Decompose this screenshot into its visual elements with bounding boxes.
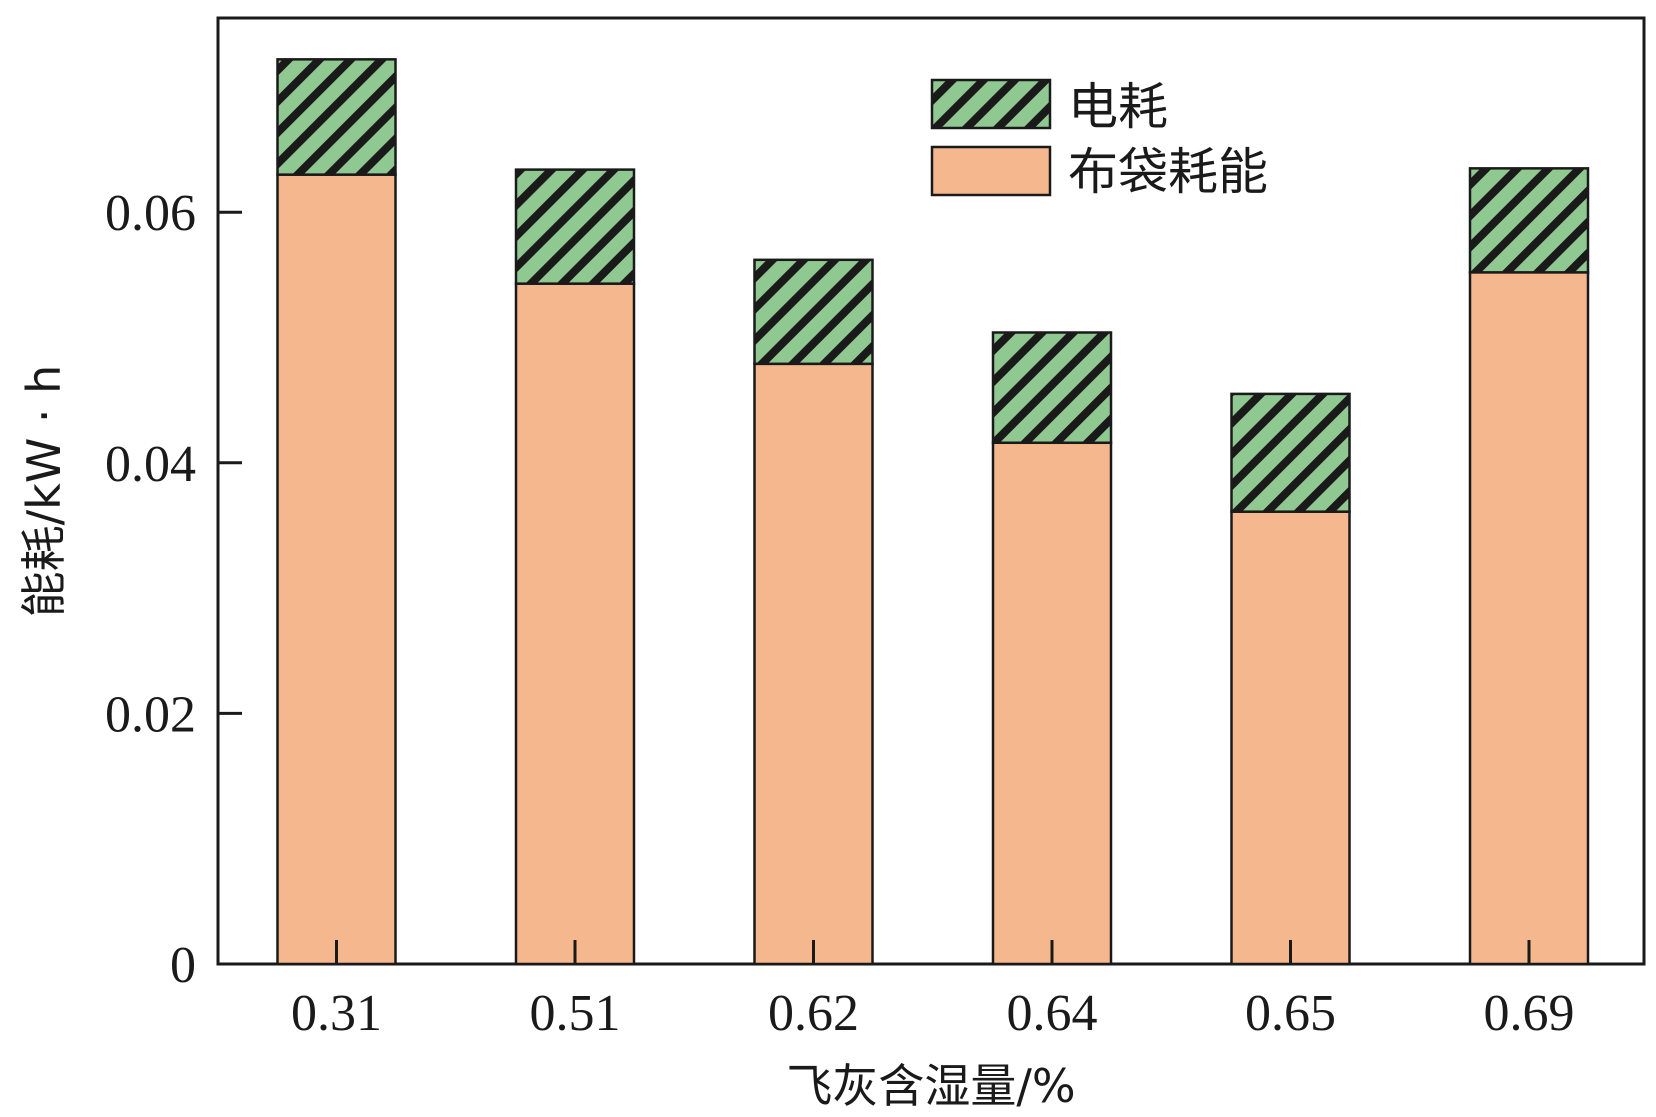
- bar-segment-electric: [1230, 392, 1351, 513]
- bar-segment-bag: [514, 282, 636, 966]
- y-tick-labels: 0 0.02 0.04 0.06: [105, 185, 196, 994]
- x-axis-title: 飞灰含湿量/%: [786, 1059, 1075, 1113]
- x-tick-label: 0.31: [291, 985, 382, 1042]
- y-tick-label: 0: [170, 937, 196, 994]
- bar-segment-electric: [991, 331, 1113, 445]
- y-axis-title: 能耗/kW · h: [17, 365, 71, 618]
- bar-segment-bag: [991, 441, 1113, 966]
- bar-segment-electric: [753, 258, 874, 366]
- legend-label-electric: 电耗: [1068, 78, 1168, 136]
- x-tick-label: 0.51: [530, 985, 621, 1042]
- y-ticks: [218, 210, 242, 715]
- legend-swatch-electric: [930, 78, 1052, 130]
- x-tick-label: 0.64: [1007, 985, 1098, 1042]
- bar-segment-electric: [276, 58, 397, 176]
- legend: 电耗 布袋耗能: [930, 78, 1268, 201]
- x-ticks: [335, 940, 1531, 964]
- x-tick-label: 0.69: [1484, 985, 1575, 1042]
- y-tick-label: 0.06: [105, 185, 196, 242]
- bar-segment-electric: [1468, 167, 1590, 274]
- plot-frame: [216, 16, 1646, 966]
- y-tick-label: 0.04: [105, 436, 196, 493]
- y-tick-label: 0.02: [105, 686, 196, 743]
- bar-segment-bag: [276, 173, 397, 966]
- x-tick-label: 0.65: [1245, 985, 1336, 1042]
- legend-label-bag: 布袋耗能: [1068, 143, 1268, 201]
- legend-swatch-bag: [930, 145, 1052, 197]
- bar-segment-bag: [1468, 271, 1590, 966]
- bar-segment-electric: [514, 168, 636, 285]
- bar-segment-bag: [1230, 510, 1351, 966]
- plot-area: [216, 16, 1646, 966]
- bar-segment-bag: [753, 362, 874, 966]
- x-tick-label: 0.62: [768, 985, 859, 1042]
- x-tick-labels: 0.31 0.51 0.62 0.64 0.65 0.69: [291, 985, 1575, 1042]
